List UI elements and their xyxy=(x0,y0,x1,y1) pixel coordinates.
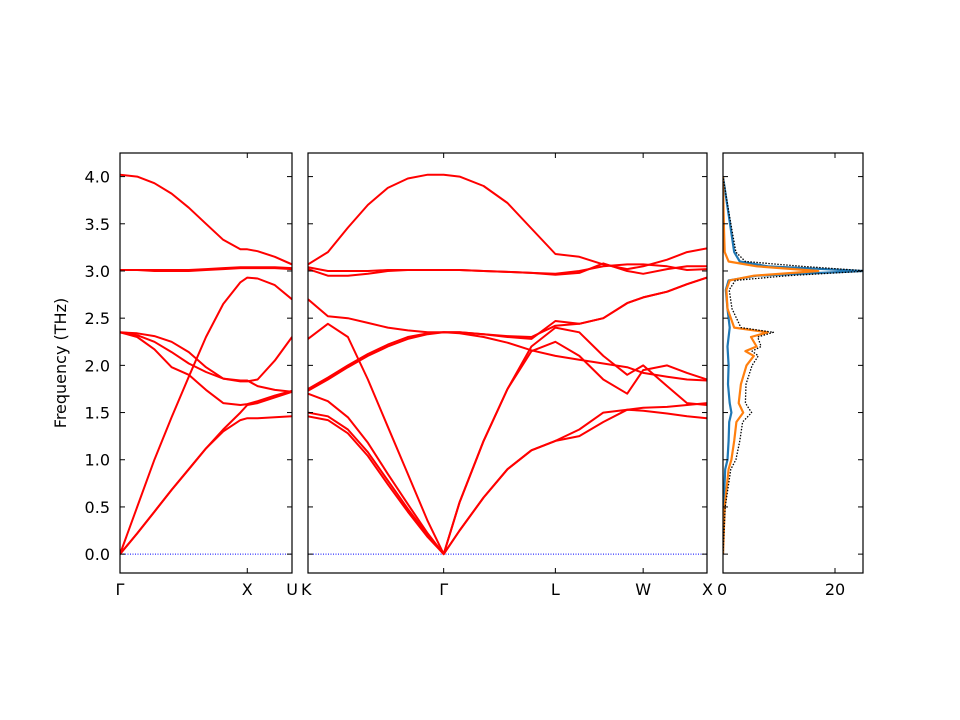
band-7 xyxy=(308,276,707,340)
x-tick-label: L xyxy=(551,580,560,599)
dos-series-1 xyxy=(723,176,863,555)
band-5 xyxy=(120,331,292,383)
band-10 xyxy=(308,173,707,271)
panel-dos-data xyxy=(723,176,863,555)
band-4 xyxy=(120,331,292,406)
band-2 xyxy=(120,415,292,555)
y-tick-label: 0.5 xyxy=(85,498,110,517)
x-tick-label: X xyxy=(242,580,253,599)
x-tick-label: 20 xyxy=(825,580,845,599)
x-tick-label: Γ xyxy=(116,580,125,599)
y-tick-label: 3.5 xyxy=(85,215,110,234)
y-tick-label: 2.0 xyxy=(85,356,110,375)
panel-k-gamma-l-w-x-frame xyxy=(307,152,708,574)
panel-k-gamma-l-w-x-data xyxy=(308,173,707,556)
band-4 xyxy=(308,322,707,556)
dos-series-3 xyxy=(723,176,863,555)
band-9 xyxy=(120,173,292,266)
x-tick-label: K xyxy=(301,580,312,599)
y-tick-label: 2.5 xyxy=(85,309,110,328)
y-tick-labels: 0.0 0.5 1.0 1.5 2.0 2.5 3.0 3.5 4.0 xyxy=(85,168,110,565)
band-6 xyxy=(308,276,707,390)
band-1 xyxy=(308,408,707,556)
x-tick-label: W xyxy=(635,580,651,599)
y-tick-label: 0.0 xyxy=(85,545,110,564)
x-tick-label: Γ xyxy=(439,580,448,599)
dos-series-2 xyxy=(723,176,820,555)
panel-dos-frame xyxy=(722,152,864,574)
x-tick-label: U xyxy=(286,580,298,599)
y-tick-label: 4.0 xyxy=(85,168,110,187)
band-8 xyxy=(120,266,292,271)
panel-gamma-x-u-frame xyxy=(119,152,293,574)
y-tick-label: 3.0 xyxy=(85,262,110,281)
y-axis-label: Frequency (THz) xyxy=(51,298,70,428)
band-1 xyxy=(120,390,292,555)
band-6 xyxy=(120,331,292,393)
x-tick-label: X xyxy=(702,580,713,599)
band-5 xyxy=(308,331,707,392)
panel-dos: 0 20 xyxy=(717,152,864,599)
band-2 xyxy=(308,402,707,556)
band-3 xyxy=(120,276,292,555)
y-tick-label: 1.5 xyxy=(85,404,110,423)
band-9 xyxy=(308,262,707,276)
panel-gamma-x-u-data xyxy=(120,173,292,555)
x-tick-label: 0 xyxy=(717,580,727,599)
y-tick-label: 1.0 xyxy=(85,451,110,470)
